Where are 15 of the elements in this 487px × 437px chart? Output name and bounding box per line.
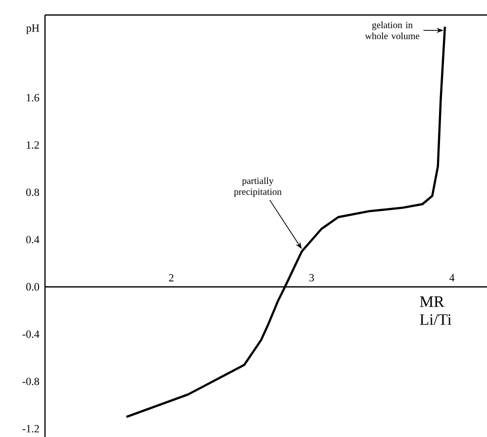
x-tick-label: 2 — [169, 274, 174, 282]
annotation: gelation in whole volume — [364, 22, 420, 40]
y-tick-label: 1.2 — [26, 141, 39, 149]
x-axis-title: MR Li/Ti — [420, 296, 452, 325]
y-axis-title: pH — [26, 24, 40, 34]
x-tick-label: 3 — [309, 274, 314, 282]
annotation: partially precipitation — [234, 177, 282, 197]
y-tick-label: 1.6 — [26, 94, 40, 102]
x-tick-label: 4 — [449, 274, 454, 282]
y-tick-label: 0.0 — [26, 283, 40, 291]
y-tick-label: 0.8 — [26, 188, 40, 196]
y-tick-label: -0.4 — [22, 330, 40, 338]
y-tick-label: -1.2 — [22, 425, 39, 432]
y-tick-label: 0.4 — [26, 236, 40, 244]
y-tick-label: -0.8 — [22, 378, 40, 386]
